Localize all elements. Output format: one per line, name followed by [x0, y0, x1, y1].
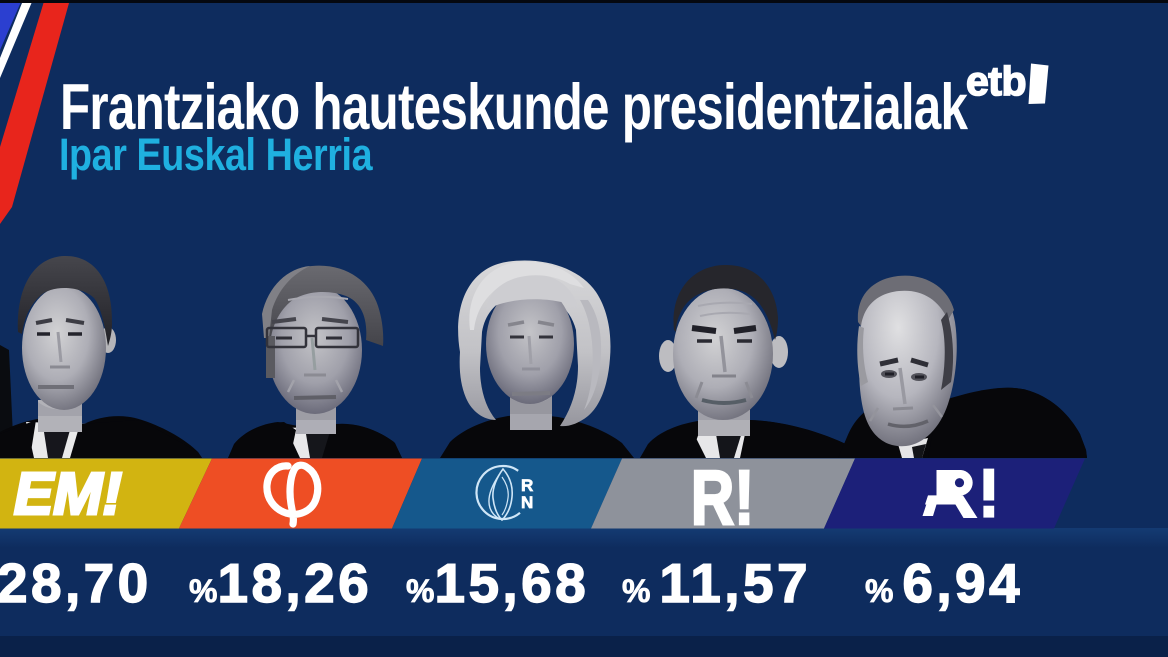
- svg-text:R: R: [521, 476, 533, 495]
- svg-text:etb: etb: [966, 58, 1026, 104]
- svg-text:N: N: [521, 493, 533, 512]
- svg-text:EM!: EM!: [14, 461, 122, 527]
- svg-text:R!: R!: [691, 454, 754, 541]
